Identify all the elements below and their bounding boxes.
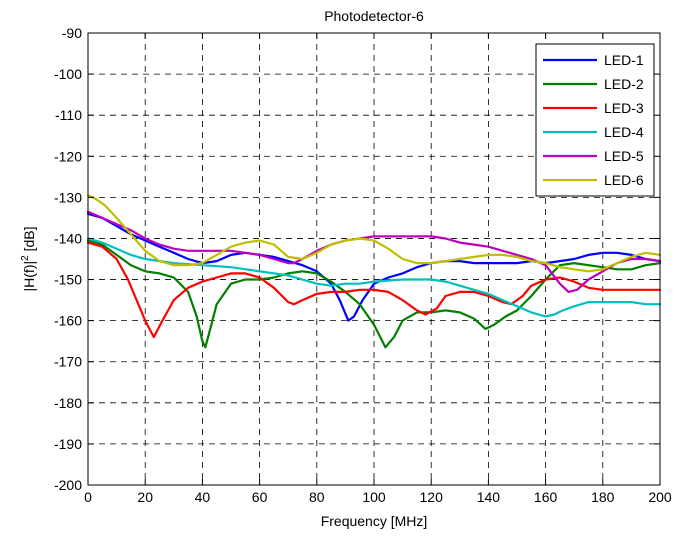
y-axis-tick-labels: -200 -190 -180 -170 -160 -150 -140 -130 -120 -110…	[54, 25, 82, 493]
y-tick-label: -170	[54, 354, 82, 370]
x-tick-label: 100	[362, 489, 386, 505]
y-tick-label: -100	[54, 66, 82, 82]
y-axis-label-main: |H(f)|	[21, 261, 37, 292]
x-tick-label: 140	[477, 489, 501, 505]
x-tick-label: 160	[534, 489, 558, 505]
y-tick-label: -120	[54, 148, 82, 164]
x-tick-label: 120	[420, 489, 444, 505]
legend-items: LED-1 LED-2 LED-3 LED-4 LED-5 LED-6	[543, 52, 644, 188]
series-line-led-2	[86, 239, 662, 349]
y-tick-label: -90	[62, 25, 82, 41]
x-tick-label: 60	[252, 489, 268, 505]
series-line-led-6	[86, 194, 662, 273]
legend-label: LED-5	[604, 148, 644, 164]
axis-ticks	[87, 32, 661, 486]
legend-label: LED-3	[604, 100, 644, 116]
y-tick-label: -180	[54, 395, 82, 411]
legend-label: LED-1	[604, 52, 644, 68]
legend-label: LED-4	[604, 124, 644, 140]
legend-label: LED-6	[604, 172, 644, 188]
x-tick-label: 20	[137, 489, 153, 505]
x-axis-label: Frequency [MHz]	[321, 513, 428, 529]
chart-title: Photodetector-6	[324, 8, 424, 24]
y-tick-label: -110	[55, 107, 82, 123]
y-tick-label: -130	[54, 189, 82, 205]
series-lines	[86, 194, 662, 349]
y-tick-label: -150	[54, 272, 82, 288]
series-line-led-4	[86, 237, 662, 318]
x-tick-label: 0	[84, 489, 92, 505]
x-tick-label: 40	[195, 489, 211, 505]
y-axis-label-unit: [dB]	[21, 227, 37, 256]
y-axis-label: |H(f)|2 [dB]	[20, 227, 37, 292]
y-tick-label: -190	[54, 436, 82, 452]
legend: LED-1 LED-2 LED-3 LED-4 LED-5 LED-6	[535, 43, 655, 197]
y-tick-label: -160	[54, 313, 82, 329]
x-tick-label: 80	[309, 489, 325, 505]
y-tick-label: -140	[54, 230, 82, 246]
y-tick-label: -200	[54, 477, 82, 493]
legend-box	[535, 43, 655, 197]
x-tick-label: 200	[648, 489, 672, 505]
series-line-led-1	[86, 212, 662, 322]
grid-lines	[88, 33, 660, 485]
series-line-led-3	[86, 241, 662, 339]
series-line-led-5	[86, 210, 662, 293]
y-axis-label-superscript: 2	[20, 255, 31, 261]
x-axis-tick-labels: 0 20 40 60 80 100 120 140 160 180 200	[84, 489, 672, 505]
x-tick-label: 180	[591, 489, 615, 505]
legend-label: LED-2	[604, 76, 644, 92]
